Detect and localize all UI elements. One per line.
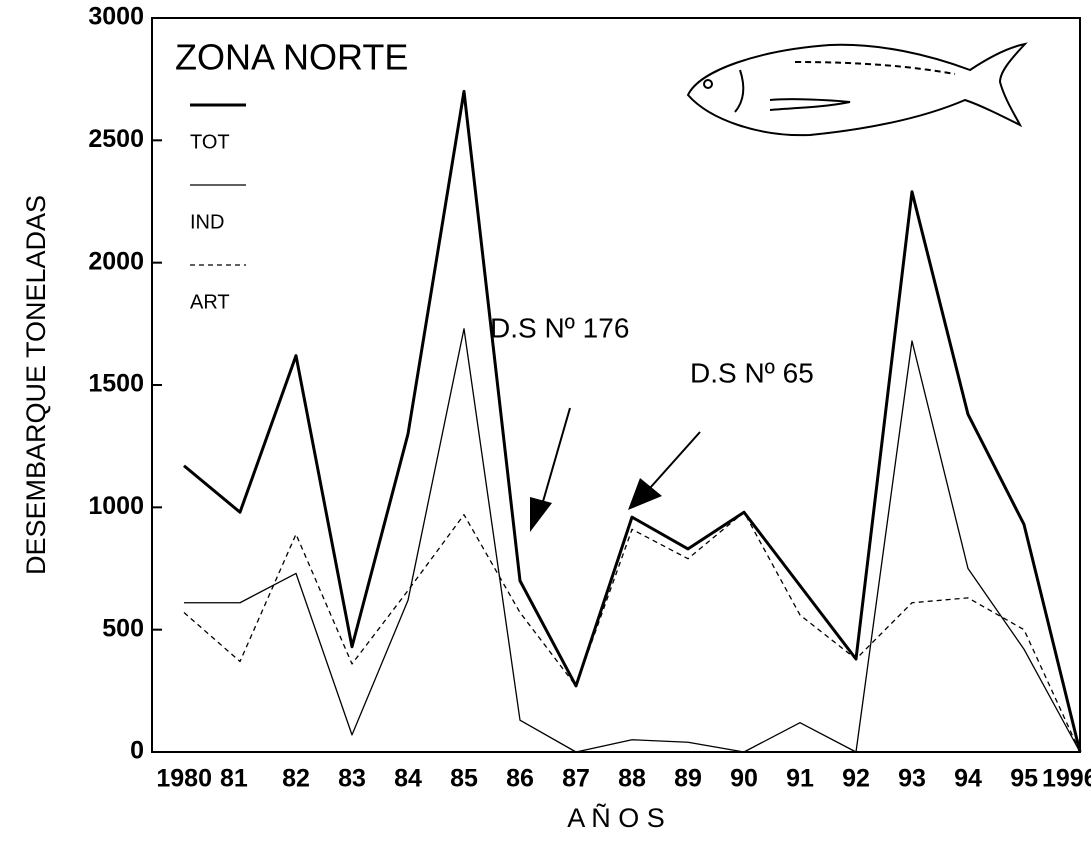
chart-title: ZONA NORTE (175, 37, 408, 78)
x-tick-label: 1996 (1042, 765, 1091, 793)
y-tick-label: 1500 (88, 370, 144, 398)
x-tick-label: 93 (898, 765, 926, 793)
x-tick-label: 95 (1010, 765, 1038, 793)
legend-label: ART (190, 291, 230, 313)
series-line (183, 89, 1082, 753)
series-line (183, 511, 1081, 753)
x-tick-label: 82 (282, 765, 310, 793)
x-tick-label: 1980 (156, 765, 212, 793)
y-tick-label: 0 (130, 737, 144, 765)
x-tick-label: 94 (954, 765, 982, 793)
plot-frame (151, 17, 1081, 753)
y-axis-label: DESEMBARQUE TONELADAS (21, 195, 51, 575)
y-tick-label: 500 (102, 614, 144, 642)
arrow (530, 407, 571, 532)
annotation: D.S Nº 176 (490, 312, 629, 343)
x-tick-label: 85 (450, 765, 478, 793)
fish-illustration (686, 42, 1028, 137)
x-axis-label: A Ñ O S (567, 802, 665, 833)
x-tick-label: 88 (618, 765, 646, 793)
y-tick-label: 1000 (88, 492, 144, 520)
arrow (628, 431, 701, 510)
series-line (184, 328, 1081, 753)
annotation: D.S Nº 65 (690, 357, 814, 388)
x-tick-label: 90 (730, 765, 758, 793)
legend-label: IND (190, 211, 224, 233)
x-tick-label: 86 (506, 765, 534, 793)
legend-label: TOT (190, 131, 230, 153)
y-tick-label: 3000 (88, 3, 144, 31)
x-tick-label: 92 (842, 765, 870, 793)
y-tick-label: 2500 (88, 125, 144, 153)
x-tick-label: 91 (786, 765, 814, 793)
x-tick-label: 84 (394, 765, 422, 793)
x-tick-label: 87 (562, 765, 590, 793)
x-tick-label: 81 (220, 765, 248, 793)
y-tick-label: 2000 (88, 247, 144, 275)
x-tick-label: 83 (338, 765, 366, 793)
x-tick-label: 89 (674, 765, 702, 793)
